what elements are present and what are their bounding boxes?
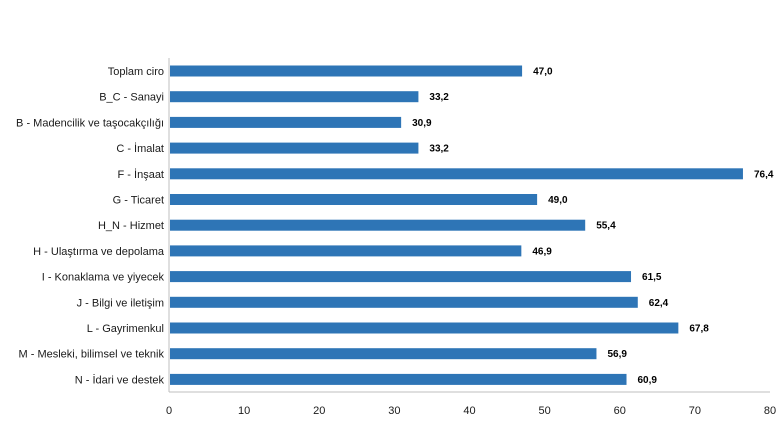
bar [170, 65, 523, 77]
x-tick-label: 70 [689, 405, 701, 417]
bar [170, 373, 627, 385]
category-label: N - İdari ve destek [75, 373, 165, 386]
bars-group [170, 65, 743, 385]
bar [170, 245, 522, 257]
category-label: F - İnşaat [118, 168, 164, 181]
category-label: M - Mesleki, bilimsel ve teknik [19, 349, 165, 361]
x-tick-label: 80 [764, 405, 776, 417]
category-label: B_C - Sanayi [99, 92, 164, 104]
bar [170, 142, 419, 154]
value-label: 60,9 [638, 375, 658, 386]
value-label: 67,8 [689, 324, 709, 335]
bar [170, 219, 586, 231]
value-label: 76,4 [754, 169, 774, 180]
x-ticks: 0 10 20 30 40 50 60 70 80 [166, 405, 776, 417]
value-label: 46,9 [532, 246, 552, 257]
x-tick-label: 0 [166, 405, 172, 417]
category-label: H - Ulaştırma ve depolama [33, 246, 165, 258]
value-label: 30,9 [412, 118, 432, 129]
bar [170, 296, 638, 308]
bar [170, 271, 632, 283]
value-labels: 47,0 33,2 30,9 33,2 76,4 49,0 55,4 46,9 61,5 62,4… [412, 67, 774, 386]
value-label: 33,2 [429, 92, 449, 103]
x-tick-label: 40 [463, 405, 475, 417]
x-tick-label: 50 [539, 405, 551, 417]
category-label: Toplam ciro [108, 66, 164, 78]
category-label: C - İmalat [116, 142, 164, 155]
x-tick-label: 30 [388, 405, 400, 417]
bar [170, 168, 743, 180]
value-label: 47,0 [533, 67, 553, 78]
value-label: 62,4 [649, 298, 669, 309]
value-label: 56,9 [607, 349, 627, 360]
category-label: L - Gayrimenkul [87, 323, 164, 335]
value-label: 55,4 [596, 221, 616, 232]
value-label: 61,5 [642, 272, 662, 283]
x-tick-label: 10 [238, 405, 250, 417]
bar [170, 116, 402, 128]
category-labels: Toplam ciro B_C - Sanayi B - Madencilik ve… [16, 66, 165, 386]
bar [170, 348, 597, 360]
value-label: 33,2 [429, 144, 449, 155]
category-label: G - Ticaret [113, 195, 164, 207]
category-label: J - Bilgi ve iletişim [77, 297, 164, 309]
category-label: I - Konaklama ve yiyecek [42, 272, 165, 284]
x-tick-label: 60 [614, 405, 626, 417]
x-tick-label: 20 [313, 405, 325, 417]
category-label: B - Madencilik ve taşocakçılığı [16, 117, 164, 129]
bar [170, 91, 419, 103]
bar [170, 322, 679, 334]
value-label: 49,0 [548, 195, 568, 206]
bar [170, 194, 538, 205]
category-label: H_N - Hizmet [98, 220, 164, 232]
